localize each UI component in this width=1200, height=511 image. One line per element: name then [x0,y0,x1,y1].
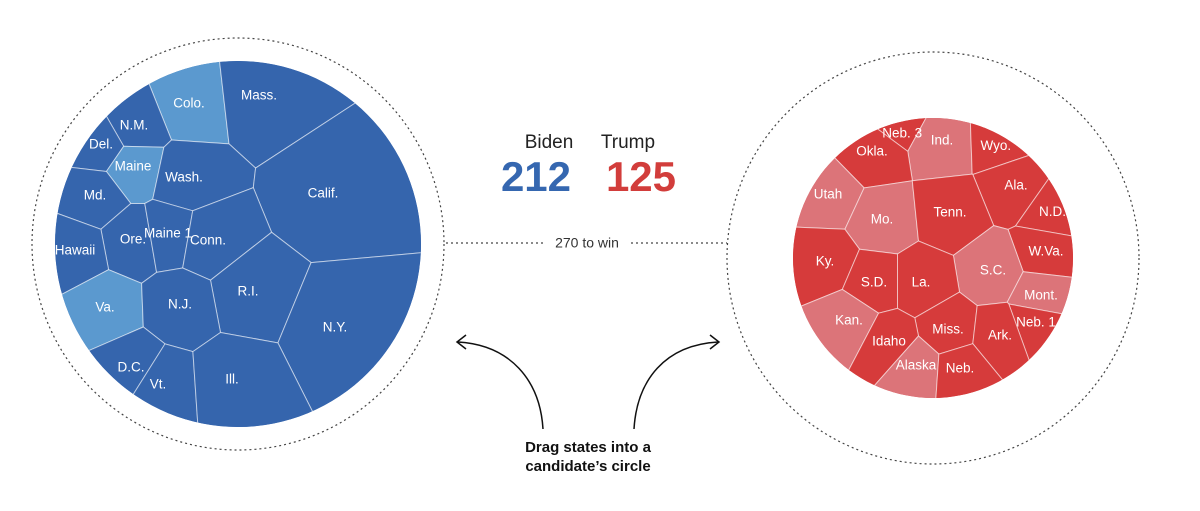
trump-label: Trump [601,132,655,153]
biden-state-cell[interactable] [40,45,125,173]
instruction-line-1: Drag states into a [525,439,652,456]
arrow-to-trump-icon [633,334,721,430]
biden-electoral-votes: 212 [501,153,571,200]
biden-label: Biden [525,132,574,153]
trump-electoral-votes: 125 [606,153,676,200]
win-threshold-label: 270 to win [555,235,619,251]
biden-circle-boundary [31,37,445,451]
biden-circle[interactable]: Colo.Mass.N.M.Del.MaineWash.Calif.Md.Ore… [40,45,440,445]
biden-state-cell[interactable] [192,331,331,446]
arrow-to-biden-icon [455,334,544,430]
trump-state-cell[interactable] [907,105,973,182]
instruction-line-2: candidate’s circle [525,458,650,475]
trump-circle-boundary [726,51,1140,465]
